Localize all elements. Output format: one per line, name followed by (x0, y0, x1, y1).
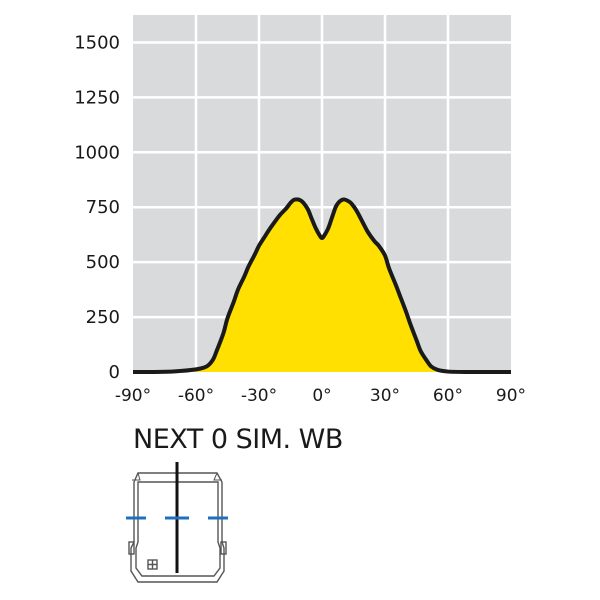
y-tick-label: 1500 (74, 32, 120, 53)
intensity-area (133, 199, 511, 373)
x-tick-label: -60° (178, 386, 214, 406)
grid-lines (133, 15, 511, 372)
x-axis-ticks: -90° -60° -30° 0° 30° 60° 90° (115, 386, 526, 406)
fixture-diagram-icon (126, 462, 228, 583)
x-tick-label: 30° (370, 386, 400, 406)
product-title: NEXT 0 SIM. WB (133, 424, 343, 455)
y-tick-label: 1250 (74, 87, 120, 108)
x-tick-label: -30° (241, 386, 277, 406)
intensity-curve (132, 197, 511, 375)
y-tick-label: 1000 (74, 142, 120, 163)
y-tick-label: 500 (86, 252, 120, 273)
photometric-chart: 0 250 500 750 1000 1250 1500 -90° -60° -30° 0° 30°… (74, 15, 526, 406)
x-tick-label: 60° (433, 386, 463, 406)
x-tick-label: -90° (115, 386, 151, 406)
y-tick-label: 0 (109, 362, 120, 383)
y-tick-label: 250 (86, 307, 120, 328)
x-tick-label: 0° (312, 386, 331, 406)
fixture-outline (128, 472, 227, 583)
y-tick-label: 750 (86, 197, 120, 218)
x-tick-label: 90° (496, 386, 526, 406)
y-axis-ticks: 0 250 500 750 1000 1250 1500 (74, 32, 120, 383)
